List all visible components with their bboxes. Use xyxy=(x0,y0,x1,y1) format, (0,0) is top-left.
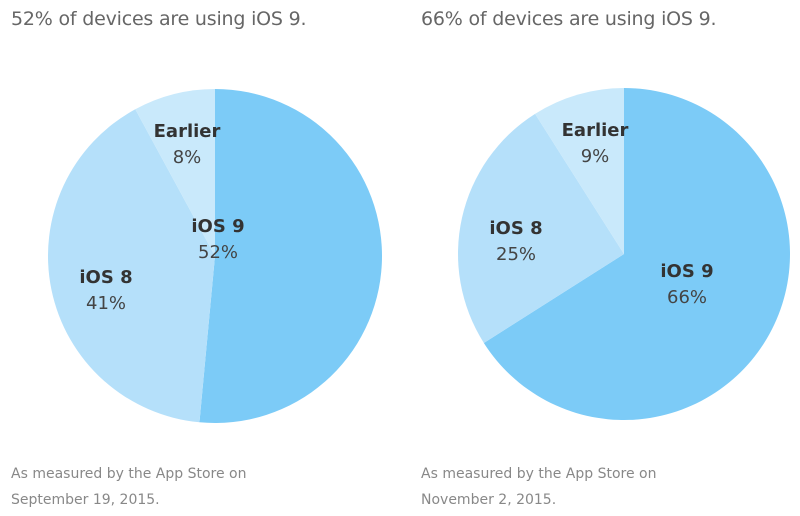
chart-caption: As measured by the App Store on Septembe… xyxy=(11,461,246,513)
pie-chart xyxy=(458,88,791,421)
chart-title: 52% of devices are using iOS 9. xyxy=(11,8,307,30)
slice-value: 52% xyxy=(197,242,239,263)
pie-slice-ios-9 xyxy=(483,88,791,421)
slice-name: iOS 8 xyxy=(79,267,133,288)
chart-panel-nov-2015: 66% of devices are using iOS 9. iOS 9 66… xyxy=(410,0,800,516)
slice-value: 8% xyxy=(172,147,202,168)
slice-name: iOS 9 xyxy=(660,261,714,282)
slice-value: 25% xyxy=(495,244,537,265)
slice-name: Earlier xyxy=(561,120,629,141)
slice-value: 9% xyxy=(580,146,610,167)
pie-slice-ios-8 xyxy=(48,109,215,423)
slice-name: Earlier xyxy=(153,121,221,142)
caption-line-1: As measured by the App Store on xyxy=(421,466,657,482)
slice-name: iOS 9 xyxy=(191,216,245,237)
caption-line-2: November 2, 2015. xyxy=(421,492,557,508)
slice-label-ios9: iOS 9 52% xyxy=(191,214,244,266)
slice-label-earlier: Earlier 8% xyxy=(154,119,221,171)
slice-value: 66% xyxy=(666,287,708,308)
slice-label-ios8: iOS 8 41% xyxy=(79,265,132,317)
slice-label-earlier: Earlier 9% xyxy=(562,118,629,170)
slice-value: 41% xyxy=(85,293,127,314)
chart-caption: As measured by the App Store on November… xyxy=(421,461,656,513)
chart-panel-sept-2015: 52% of devices are using iOS 9. iOS 9 52… xyxy=(11,8,383,513)
pie-slice-earlier xyxy=(535,88,624,254)
slice-label-ios9: iOS 9 66% xyxy=(660,259,713,311)
slice-label-ios8: iOS 8 25% xyxy=(489,216,542,268)
pie-slice-ios-8 xyxy=(458,113,624,343)
chart-title: 66% of devices are using iOS 9. xyxy=(421,8,717,30)
slice-name: iOS 8 xyxy=(489,218,543,239)
pie-slice-earlier xyxy=(135,89,215,256)
caption-line-1: As measured by the App Store on xyxy=(11,466,247,482)
pie-slice-ios-9 xyxy=(199,88,383,424)
pie-chart xyxy=(48,88,383,424)
caption-line-2: September 19, 2015. xyxy=(11,492,160,508)
